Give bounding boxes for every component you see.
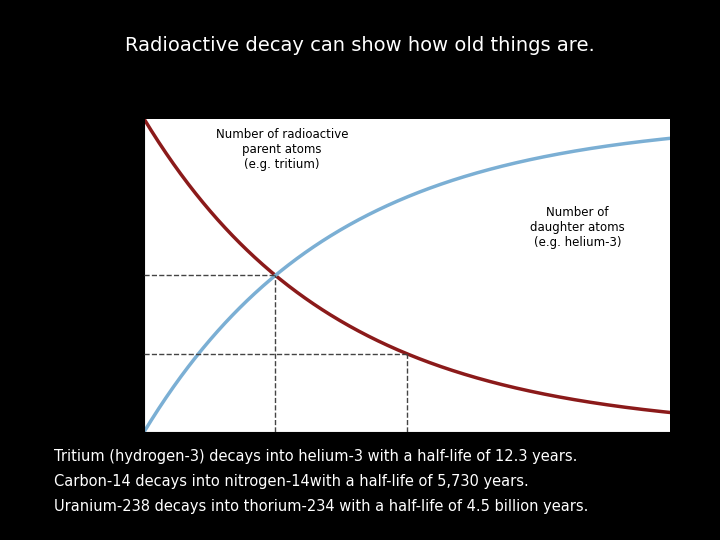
Text: Radioactive decay can show how old things are.: Radioactive decay can show how old thing…: [125, 36, 595, 56]
Text: Number of radioactive
parent atoms
(e.g. tritium): Number of radioactive parent atoms (e.g.…: [216, 128, 348, 171]
Text: Uranium-238 decays into thorium-234 with a half-life of 4.5 billion years.: Uranium-238 decays into thorium-234 with…: [54, 499, 588, 514]
Text: Carbon-14 decays into nitrogen-14with a half-life of 5,730 years.: Carbon-14 decays into nitrogen-14with a …: [54, 474, 528, 489]
Text: Tritium (hydrogen-3) decays into helium-3 with a half-life of 12.3 years.: Tritium (hydrogen-3) decays into helium-…: [54, 449, 577, 464]
X-axis label: Number of half-lives: Number of half-lives: [337, 464, 477, 478]
Text: (%): (%): [50, 310, 73, 323]
Text: number: number: [35, 248, 87, 261]
Text: Total: Total: [45, 228, 77, 241]
Text: atoms: atoms: [40, 289, 82, 302]
Text: Number of
daughter atoms
(e.g. helium-3): Number of daughter atoms (e.g. helium-3): [530, 206, 625, 249]
Text: of: of: [55, 269, 68, 282]
